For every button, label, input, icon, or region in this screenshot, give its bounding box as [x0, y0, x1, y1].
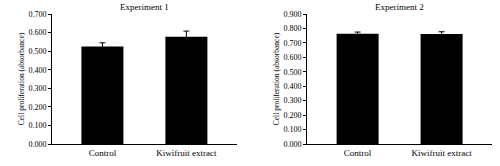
svg-text:Kiwifruit extract: Kiwifruit extract	[411, 148, 472, 158]
svg-text:0.900: 0.900	[284, 10, 302, 19]
svg-text:0.200: 0.200	[284, 111, 302, 120]
svg-text:Control: Control	[344, 148, 372, 158]
svg-text:Cell proliferation (absorbance: Cell proliferation (absorbance)	[272, 32, 281, 125]
svg-text:0.600: 0.600	[28, 28, 46, 37]
svg-text:Experiment 2: Experiment 2	[375, 2, 424, 12]
svg-text:0.700: 0.700	[28, 10, 46, 19]
svg-text:Control: Control	[89, 148, 117, 158]
svg-text:0.200: 0.200	[28, 103, 46, 112]
svg-text:0.400: 0.400	[28, 66, 46, 75]
svg-text:Cell proliferation (absorbance: Cell proliferation (absorbance)	[17, 32, 26, 125]
svg-text:0.000: 0.000	[284, 140, 302, 149]
svg-text:Kiwifruit extract: Kiwifruit extract	[156, 148, 217, 158]
svg-text:0.800: 0.800	[284, 24, 302, 33]
svg-text:0.600: 0.600	[284, 53, 302, 62]
svg-text:0.700: 0.700	[284, 39, 302, 48]
svg-text:0.100: 0.100	[284, 125, 302, 134]
svg-text:0.300: 0.300	[28, 84, 46, 93]
svg-text:Experiment 1: Experiment 1	[120, 2, 169, 12]
svg-text:0.000: 0.000	[28, 140, 46, 149]
svg-text:0.400: 0.400	[284, 82, 302, 91]
svg-text:0.100: 0.100	[28, 121, 46, 130]
svg-text:0.500: 0.500	[28, 47, 46, 56]
svg-text:0.300: 0.300	[284, 96, 302, 105]
svg-text:0.500: 0.500	[284, 68, 302, 77]
